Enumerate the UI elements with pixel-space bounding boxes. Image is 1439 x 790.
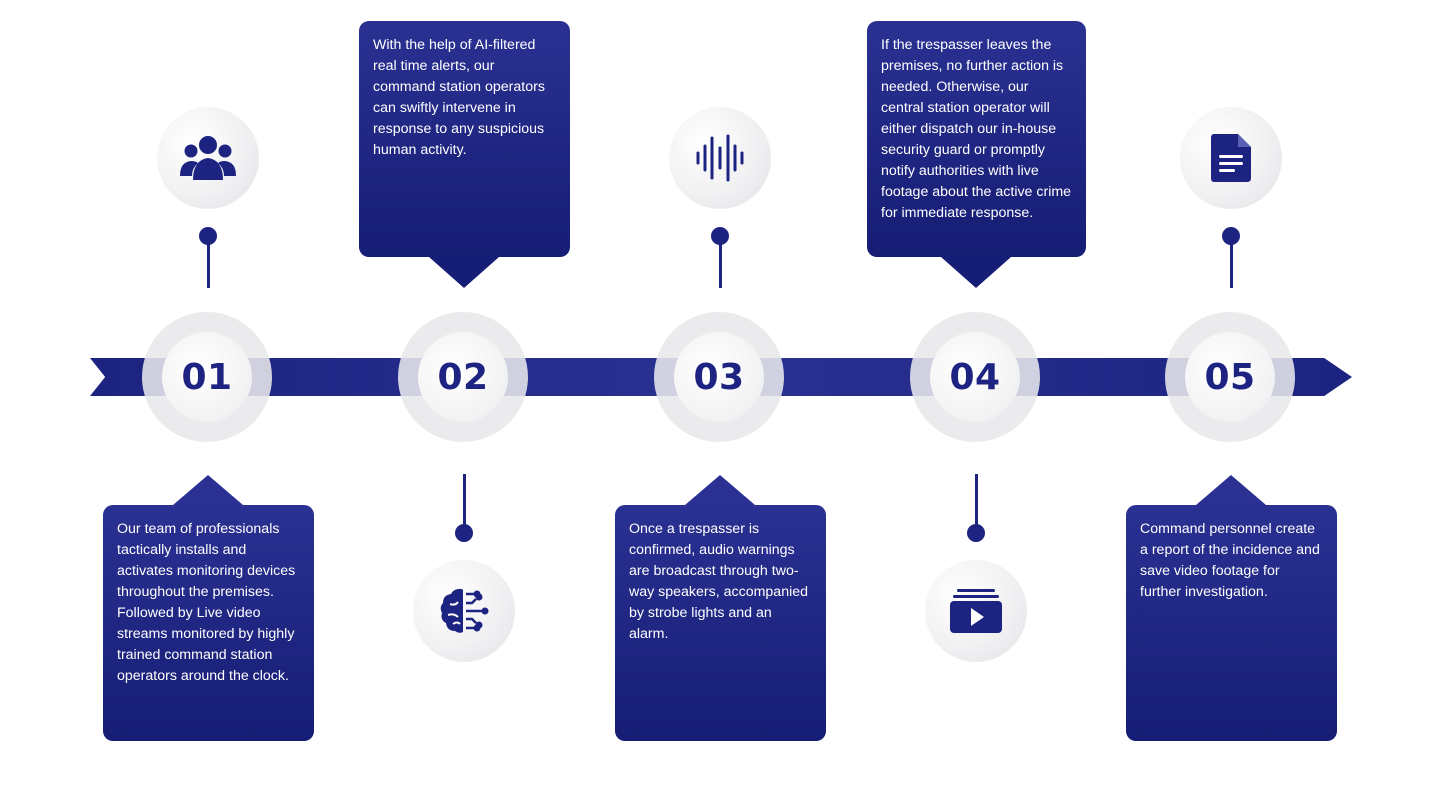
callout-pointer [685,475,755,505]
step-5-number: 05 [1204,356,1256,398]
step-5-number-circle: 05 [1165,312,1295,442]
connector-stem [206,236,210,288]
step-1-icon-circle [157,107,259,209]
callout-pointer [173,475,243,505]
step-4-number-circle: 04 [910,312,1040,442]
connector-dot [455,524,473,542]
audio-wave-icon [695,134,745,182]
step-3-callout: Once a trespasser is confirmed, audio wa… [615,475,826,741]
step-2-text: With the help of AI-filtered real time a… [373,37,545,158]
video-library-icon [949,588,1003,634]
step-3-connector [711,227,729,295]
ai-brain-icon [438,586,490,636]
step-1-number-circle: 01 [142,312,272,442]
step-1-number: 01 [181,356,233,398]
step-4-number: 04 [949,356,1001,398]
connector-stem [462,474,466,526]
step-5-icon-circle [1180,107,1282,209]
step-4-icon-circle [925,560,1027,662]
step-2-icon-circle [413,560,515,662]
step-1-callout: Our team of professionals tactically ins… [103,475,314,741]
team-icon [179,134,237,182]
step-4-connector [967,474,985,542]
step-5-text: Command personnel create a report of the… [1140,521,1320,600]
callout-pointer [941,257,1011,288]
step-1-text: Our team of professionals tactically ins… [117,521,296,684]
step-5-connector [1222,227,1240,295]
step-4-text: If the trespasser leaves the premises, n… [881,37,1072,221]
step-2-connector [455,474,473,542]
step-4-callout: If the trespasser leaves the premises, n… [867,21,1086,288]
step-3-number-circle: 03 [654,312,784,442]
connector-dot [967,524,985,542]
step-3-text: Once a trespasser is confirmed, audio wa… [629,521,809,642]
callout-pointer [1196,475,1266,505]
step-1-connector [199,227,217,295]
step-5-callout: Command personnel create a report of the… [1126,475,1337,741]
connector-stem [1229,236,1233,288]
callout-pointer [429,257,499,288]
step-2-number: 02 [437,356,489,398]
step-2-callout: With the help of AI-filtered real time a… [359,21,570,288]
step-3-number: 03 [693,356,745,398]
step-3-icon-circle [669,107,771,209]
step-2-number-circle: 02 [398,312,528,442]
document-icon [1210,133,1252,183]
connector-stem [974,474,978,526]
connector-stem [718,236,722,288]
